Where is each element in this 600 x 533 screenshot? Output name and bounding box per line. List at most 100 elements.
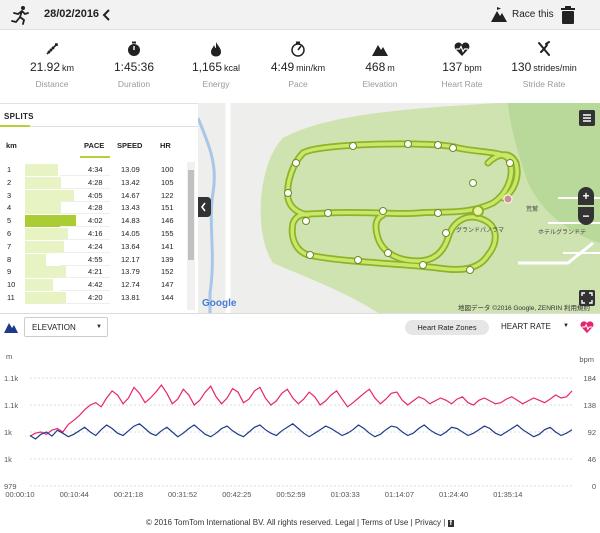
split-speed: 13.79	[121, 267, 140, 277]
x-tick-label: 01:03:33	[331, 490, 360, 499]
table-row[interactable]: 9 4:21 13.79 152	[0, 266, 186, 279]
stat-elevation: 468 m Elevation	[340, 31, 420, 89]
left-tick-label: 1k	[4, 428, 12, 437]
footer-separator: |	[356, 518, 360, 527]
left-tick-label: 1.1k	[4, 374, 18, 383]
split-speed: 14.83	[121, 216, 140, 226]
route-map[interactable]: 荒鷲 グランドパノラマ ホテルグランドテ + − Google 地図データ ©2…	[198, 103, 600, 313]
stat-heart-rate: 137 bpm Heart Rate	[422, 31, 502, 89]
split-speed: 14.05	[121, 229, 140, 238]
splits-scroll-thumb[interactable]	[188, 170, 194, 260]
pace-cell-bg	[60, 202, 110, 215]
split-km: 5	[7, 216, 12, 226]
pace-cell-bg	[60, 279, 110, 292]
stat-unit: kcal	[224, 63, 241, 73]
map-terms-link[interactable]: 利用規約	[563, 305, 590, 312]
chevron-down-icon: ▼	[563, 323, 569, 329]
facebook-icon[interactable]: f	[447, 520, 454, 527]
stat-duration: 1:45:36 Duration	[94, 31, 174, 89]
map-canvas[interactable]	[198, 103, 600, 313]
chevron-left-icon[interactable]	[100, 5, 114, 25]
left-tick-label: 1k	[4, 455, 12, 464]
stat-label: Energy	[202, 79, 230, 89]
trash-icon[interactable]	[560, 5, 576, 25]
pace-cell-bg	[60, 292, 110, 304]
stat-unit: m	[387, 63, 395, 73]
column-header-km: km	[6, 141, 17, 150]
table-row[interactable]: 3 4:05 14.67 122	[0, 189, 186, 202]
stat-unit: strides/min	[533, 63, 577, 73]
right-metric-select[interactable]: HEART RATE ▼	[496, 317, 574, 337]
left-metric-select[interactable]: ELEVATION ▼	[24, 317, 108, 337]
split-km: 7	[7, 241, 12, 251]
split-hr: 146	[161, 216, 174, 226]
left-tick-label: 1.1k	[4, 401, 18, 410]
stat-label: Stride Rate	[522, 79, 566, 89]
pace-cell-bg	[60, 215, 110, 228]
table-row[interactable]: 10 4:42 12.74 147	[0, 279, 186, 292]
table-row[interactable]: 7 4:24 13.64 141	[0, 240, 186, 253]
pace-bar	[25, 253, 46, 266]
table-row[interactable]: 11 4:20 13.81 144	[0, 292, 186, 304]
pace-bar	[25, 240, 64, 253]
zoom-in-button[interactable]: +	[578, 187, 594, 205]
map-place-label: グランドパノラマ	[456, 228, 505, 234]
right-tick-label: 92	[588, 428, 596, 437]
stat-label: Elevation	[362, 79, 398, 89]
x-tick-label: 00:10:44	[60, 490, 89, 499]
map-layers-button[interactable]	[579, 110, 595, 126]
pace-bar	[25, 189, 75, 202]
tab-splits[interactable]: SPLITS	[4, 112, 34, 121]
race-flag-icon[interactable]	[490, 6, 508, 24]
table-row[interactable]: 6 4:16 14.05 155	[0, 228, 186, 240]
chevron-down-icon: ▼	[96, 324, 102, 330]
pace-column-marker	[80, 156, 110, 158]
pace-cell-bg	[60, 241, 110, 253]
pace-cell-bg	[60, 228, 110, 240]
elevation-series-line	[29, 423, 573, 440]
stopwatch-icon	[128, 41, 140, 56]
stat-value: 1:45:36	[113, 60, 155, 74]
x-tick-label: 00:21:18	[114, 490, 143, 499]
table-row[interactable]: 2 4:28 13.42 105	[0, 176, 186, 189]
stat-unit: bpm	[464, 63, 482, 73]
column-header-speed: SPEED	[117, 141, 143, 150]
right-tick-label: 0	[592, 482, 596, 491]
collapse-splits-button[interactable]	[198, 197, 211, 217]
chart-canvas[interactable]: 1.1k 184 1.1k 138 1k 92 1k 46 979 0 m bpm 00:00:10 00…	[0, 340, 600, 505]
split-km: 9	[7, 267, 12, 277]
activity-date: 28/02/2016	[44, 8, 100, 20]
table-row[interactable]: 4 4:28 13.43 151	[0, 202, 186, 215]
heart-rate-zones-button[interactable]: Heart Rate Zones	[405, 320, 489, 335]
table-row[interactable]: 1 4:34 13.09 100	[0, 164, 186, 176]
pace-bar	[25, 164, 58, 176]
split-pace: 4:16	[88, 229, 103, 238]
race-this-button[interactable]: Race this	[512, 9, 554, 20]
table-row[interactable]: 8 4:55 12.17 139	[0, 253, 186, 266]
fullscreen-icon[interactable]	[579, 290, 595, 306]
pace-bar	[25, 176, 61, 189]
zoom-out-button[interactable]: −	[578, 207, 594, 225]
stat-unit: km	[62, 63, 75, 73]
split-km: 2	[7, 177, 12, 187]
stat-unit: min/km	[296, 63, 326, 73]
tab-active-indicator	[0, 125, 30, 127]
legal-link[interactable]: Legal	[335, 518, 355, 527]
pace-cell-bg	[60, 190, 110, 202]
footer-separator: |	[410, 518, 413, 527]
x-tick-label: 00:42:25	[222, 490, 251, 499]
privacy-link[interactable]: Privacy	[414, 518, 442, 527]
split-pace: 4:34	[88, 165, 103, 174]
split-speed: 12.74	[121, 280, 140, 290]
stat-value: 137	[442, 60, 463, 74]
pace-bar	[25, 292, 67, 304]
table-row[interactable]: 5 4:02 14.83 146	[0, 215, 186, 228]
split-hr: 100	[161, 165, 174, 174]
split-pace: 4:21	[88, 267, 103, 277]
activity-chart[interactable]: 1.1k 184 1.1k 138 1k 92 1k 46 979 0 m bpm 00:00:10 00…	[0, 340, 600, 505]
terms-link[interactable]: Terms of Use	[361, 518, 409, 527]
split-pace: 4:42	[88, 280, 103, 290]
left-tick-label: 979	[4, 482, 17, 491]
split-pace: 4:05	[88, 190, 103, 200]
map-place-label: ホテルグランドテ	[538, 230, 587, 236]
